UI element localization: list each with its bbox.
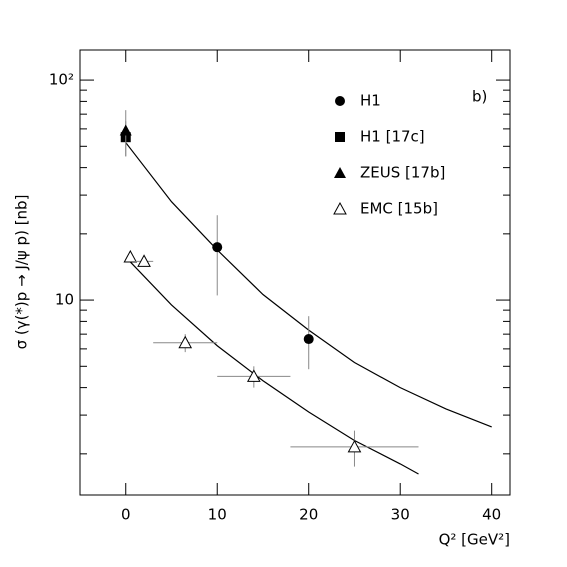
- point: [119, 124, 132, 136]
- fit-curve: [129, 261, 419, 475]
- x-tick-label: 20: [299, 506, 318, 524]
- point: [123, 249, 138, 263]
- y-tick-label: 10²: [49, 71, 74, 89]
- x-tick-label: 10: [208, 506, 227, 524]
- x-tick-label: 0: [121, 506, 131, 524]
- legend-label: H1: [360, 92, 381, 110]
- point: [347, 439, 362, 453]
- annotation: b): [472, 88, 487, 106]
- legend-marker: [333, 201, 347, 215]
- plot-frame: [79, 49, 511, 496]
- x-tick-label: 40: [482, 506, 501, 524]
- y-axis-label: σ (γ(*)p → J/ψ p) [nb]: [13, 195, 31, 350]
- legend-marker: [335, 132, 345, 142]
- legend-label: ZEUS [17b]: [360, 164, 445, 182]
- legend-marker: [334, 167, 346, 178]
- point: [178, 335, 193, 349]
- point: [246, 369, 261, 382]
- legend-label: EMC [15b]: [360, 200, 438, 218]
- fit-curve: [125, 142, 492, 428]
- x-axis-label: Q² [GeV²]: [439, 531, 510, 549]
- y-tick-label: 10: [55, 291, 74, 309]
- point: [303, 334, 314, 345]
- x-tick-label: 30: [391, 506, 410, 524]
- legend-label: H1 [17c]: [360, 128, 425, 146]
- point: [137, 254, 151, 267]
- legend-marker: [335, 96, 345, 106]
- point: [212, 242, 223, 253]
